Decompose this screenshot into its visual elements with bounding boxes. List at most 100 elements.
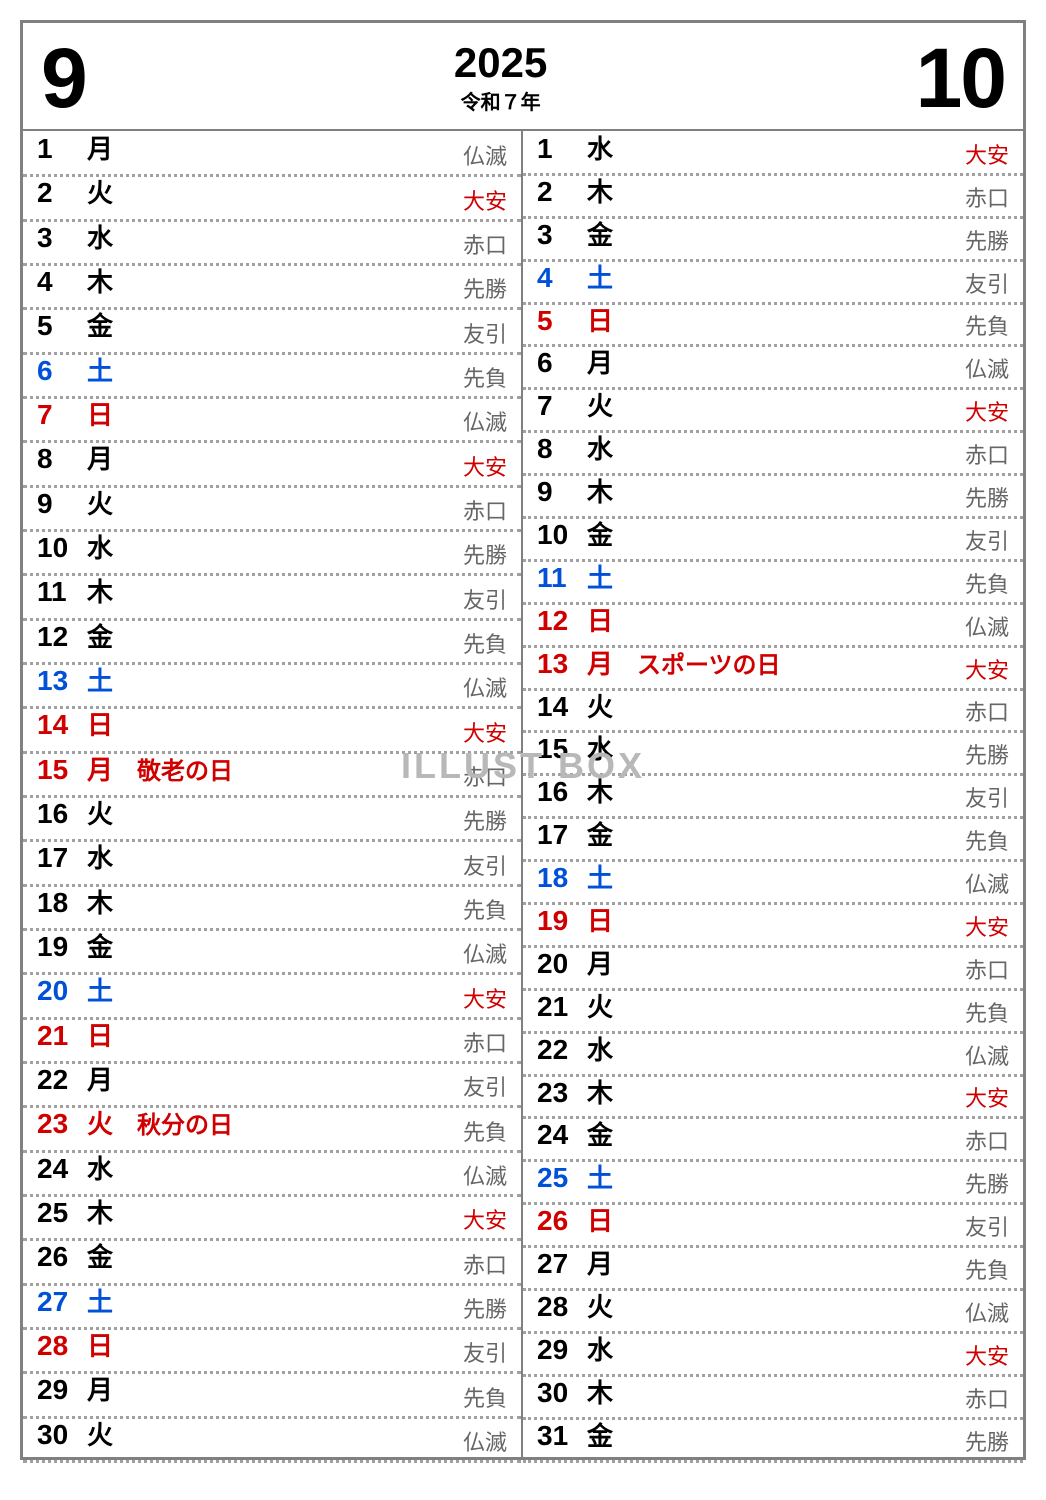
- day-number: 12: [37, 623, 87, 651]
- day-weekday: 水: [87, 535, 129, 561]
- day-number: 3: [537, 221, 587, 249]
- day-weekday: 月: [587, 1251, 629, 1277]
- day-weekday: 水: [587, 1337, 629, 1363]
- day-weekday: 火: [87, 1111, 129, 1137]
- day-row: 26金赤口: [23, 1241, 521, 1285]
- day-row: 28火仏滅: [523, 1291, 1023, 1334]
- day-weekday: 金: [587, 1122, 629, 1148]
- rokuyo: 友引: [965, 1217, 1009, 1239]
- day-weekday: 日: [87, 1333, 129, 1359]
- day-weekday: 火: [587, 694, 629, 720]
- day-weekday: 日: [87, 712, 129, 738]
- day-row: 11木友引: [23, 576, 521, 620]
- year: 2025: [86, 42, 916, 84]
- rokuyo: 赤口: [463, 235, 507, 257]
- day-row: 17金先負: [523, 819, 1023, 862]
- day-row: 13月スポーツの日大安: [523, 648, 1023, 691]
- day-number: 29: [537, 1336, 587, 1364]
- day-number: 1: [537, 135, 587, 163]
- day-number: 10: [37, 534, 87, 562]
- rokuyo: 大安: [965, 402, 1009, 424]
- day-number: 25: [537, 1164, 587, 1192]
- holiday-name: 敬老の日: [137, 760, 233, 784]
- day-weekday: 土: [587, 865, 629, 891]
- rokuyo: 大安: [463, 457, 507, 479]
- day-weekday: 日: [587, 908, 629, 934]
- day-number: 1: [37, 135, 87, 163]
- day-row: 14火赤口: [523, 691, 1023, 734]
- rokuyo: 大安: [965, 145, 1009, 167]
- day-weekday: 水: [587, 436, 629, 462]
- day-row: 3水赤口: [23, 222, 521, 266]
- rokuyo: 仏滅: [965, 359, 1009, 381]
- rokuyo: 友引: [463, 856, 507, 878]
- right-column: 1水大安2木赤口3金先勝4土友引5日先負6月仏滅7火大安8水赤口9木先勝10金友…: [523, 131, 1023, 1457]
- day-weekday: 日: [587, 608, 629, 634]
- day-number: 2: [37, 179, 87, 207]
- rokuyo: 先勝: [965, 1432, 1009, 1454]
- day-row: 24水仏滅: [23, 1153, 521, 1197]
- day-row: 10金友引: [523, 519, 1023, 562]
- day-weekday: 木: [587, 779, 629, 805]
- day-number: 8: [537, 435, 587, 463]
- rokuyo: 仏滅: [965, 617, 1009, 639]
- day-row: 13土仏滅: [23, 665, 521, 709]
- day-number: 21: [537, 993, 587, 1021]
- day-row: 23火秋分の日先負: [23, 1108, 521, 1152]
- day-number: 22: [537, 1036, 587, 1064]
- day-weekday: 日: [87, 1023, 129, 1049]
- rokuyo: 大安: [463, 191, 507, 213]
- day-row: 27土先勝: [23, 1286, 521, 1330]
- rokuyo: 赤口: [965, 960, 1009, 982]
- day-row: 18木先負: [23, 887, 521, 931]
- rokuyo: 仏滅: [965, 1303, 1009, 1325]
- rokuyo: 大安: [463, 723, 507, 745]
- day-weekday: 火: [87, 1422, 129, 1448]
- day-number: 4: [537, 264, 587, 292]
- day-row: 22月友引: [23, 1064, 521, 1108]
- day-row: 25土先勝: [523, 1162, 1023, 1205]
- day-number: 15: [37, 756, 87, 784]
- day-number: 23: [537, 1079, 587, 1107]
- day-row: 19日大安: [523, 905, 1023, 948]
- day-row: 21日赤口: [23, 1020, 521, 1064]
- day-weekday: 水: [587, 736, 629, 762]
- day-weekday: 金: [587, 1423, 629, 1449]
- rokuyo: 赤口: [965, 445, 1009, 467]
- header: 9 2025 令和７年 10: [23, 23, 1023, 131]
- day-weekday: 金: [87, 624, 129, 650]
- day-row: 15月敬老の日赤口: [23, 754, 521, 798]
- day-row: 5日先負: [523, 305, 1023, 348]
- day-row: 29月先負: [23, 1374, 521, 1418]
- columns: 1月仏滅2火大安3水赤口4木先勝5金友引6土先負7日仏滅8月大安9火赤口10水先…: [23, 131, 1023, 1457]
- day-number: 13: [37, 667, 87, 695]
- day-number: 25: [37, 1199, 87, 1227]
- rokuyo: 友引: [463, 1343, 507, 1365]
- day-weekday: 金: [87, 934, 129, 960]
- day-weekday: 土: [587, 1165, 629, 1191]
- day-weekday: 月: [587, 350, 629, 376]
- day-weekday: 土: [587, 565, 629, 591]
- rokuyo: 仏滅: [463, 412, 507, 434]
- day-number: 26: [537, 1207, 587, 1235]
- day-row: 12金先負: [23, 621, 521, 665]
- rokuyo: 仏滅: [463, 1432, 507, 1454]
- day-weekday: 木: [587, 1080, 629, 1106]
- day-weekday: 日: [587, 1208, 629, 1234]
- rokuyo: 仏滅: [965, 874, 1009, 896]
- rokuyo: 先勝: [463, 279, 507, 301]
- day-weekday: 木: [587, 1380, 629, 1406]
- day-number: 18: [37, 889, 87, 917]
- rokuyo: 友引: [965, 274, 1009, 296]
- day-number: 9: [37, 490, 87, 518]
- day-row: 28日友引: [23, 1330, 521, 1374]
- day-number: 22: [37, 1066, 87, 1094]
- day-number: 6: [37, 357, 87, 385]
- day-weekday: 月: [87, 1067, 129, 1093]
- day-row: 16火先勝: [23, 798, 521, 842]
- day-weekday: 木: [587, 479, 629, 505]
- day-row: 8月大安: [23, 443, 521, 487]
- day-number: 19: [37, 933, 87, 961]
- rokuyo: 赤口: [463, 767, 507, 789]
- day-weekday: 火: [587, 994, 629, 1020]
